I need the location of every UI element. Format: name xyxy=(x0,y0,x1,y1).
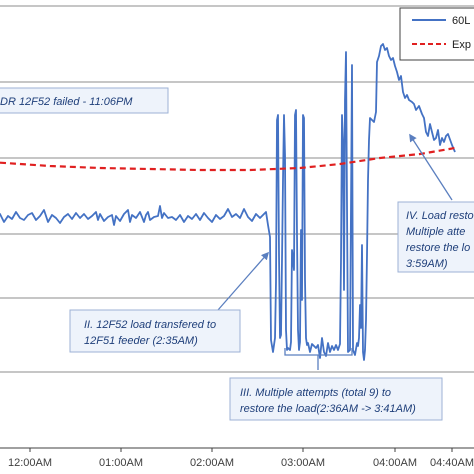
annotation-4-text-2: Multiple atte xyxy=(406,226,465,238)
series-line-60l xyxy=(0,43,456,361)
x-tick-label: 12:00AM xyxy=(8,457,52,469)
series-line-exp xyxy=(0,146,456,172)
annotation-3: III. Multiple attempts (total 9) to rest… xyxy=(229,348,443,421)
legend-label-exp: Exp xyxy=(452,39,471,51)
annotation-1-text: DR 12F52 failed - 11:06PM xyxy=(0,96,133,108)
legend: 60L Exp xyxy=(399,7,474,61)
annotation-4-text-1: IV. Load resto xyxy=(406,210,474,222)
x-tick-label: 02:00AM xyxy=(190,457,234,469)
annotation-2: II. 12F52 load transfered to 12F51 feede… xyxy=(69,251,270,353)
x-tick-label: 04:40AM xyxy=(430,457,474,469)
annotation-2-arrow xyxy=(217,251,270,311)
annotation-3-text-2: restore the load(2:36AM -> 3:41AM) xyxy=(240,403,416,415)
annotation-3-bracket xyxy=(284,348,353,370)
annotation-2-text-2: 12F51 feeder (2:35AM) xyxy=(84,335,198,347)
annotation-2-text-1: II. 12F52 load transfered to xyxy=(84,319,216,331)
legend-label-60l: 60L xyxy=(452,15,470,27)
annotation-4-text-3: restore the lo xyxy=(406,242,470,254)
annotation-4: IV. Load resto Multiple atte restore the… xyxy=(397,133,474,273)
x-tick-label: 01:00AM xyxy=(99,457,143,469)
x-axis: 12:00AM 01:00AM 02:00AM 03:00AM 04:00AM 04:40… xyxy=(0,447,474,469)
gridlines xyxy=(0,5,474,373)
legend-box xyxy=(399,7,474,61)
x-tick-label: 03:00AM xyxy=(281,457,325,469)
annotation-1-box xyxy=(0,87,169,114)
x-tick-label: 04:00AM xyxy=(373,457,417,469)
annotation-4-box xyxy=(397,201,474,273)
annotation-1: DR 12F52 failed - 11:06PM xyxy=(0,87,169,114)
annotation-4-text-4: 3:59AM) xyxy=(406,258,448,270)
annotation-4-arrow xyxy=(409,133,453,201)
plot-area xyxy=(0,43,456,361)
annotation-3-text-1: III. Multiple attempts (total 9) to xyxy=(240,387,391,399)
annotation-3-box xyxy=(229,377,443,421)
annotation-2-box xyxy=(69,309,241,353)
